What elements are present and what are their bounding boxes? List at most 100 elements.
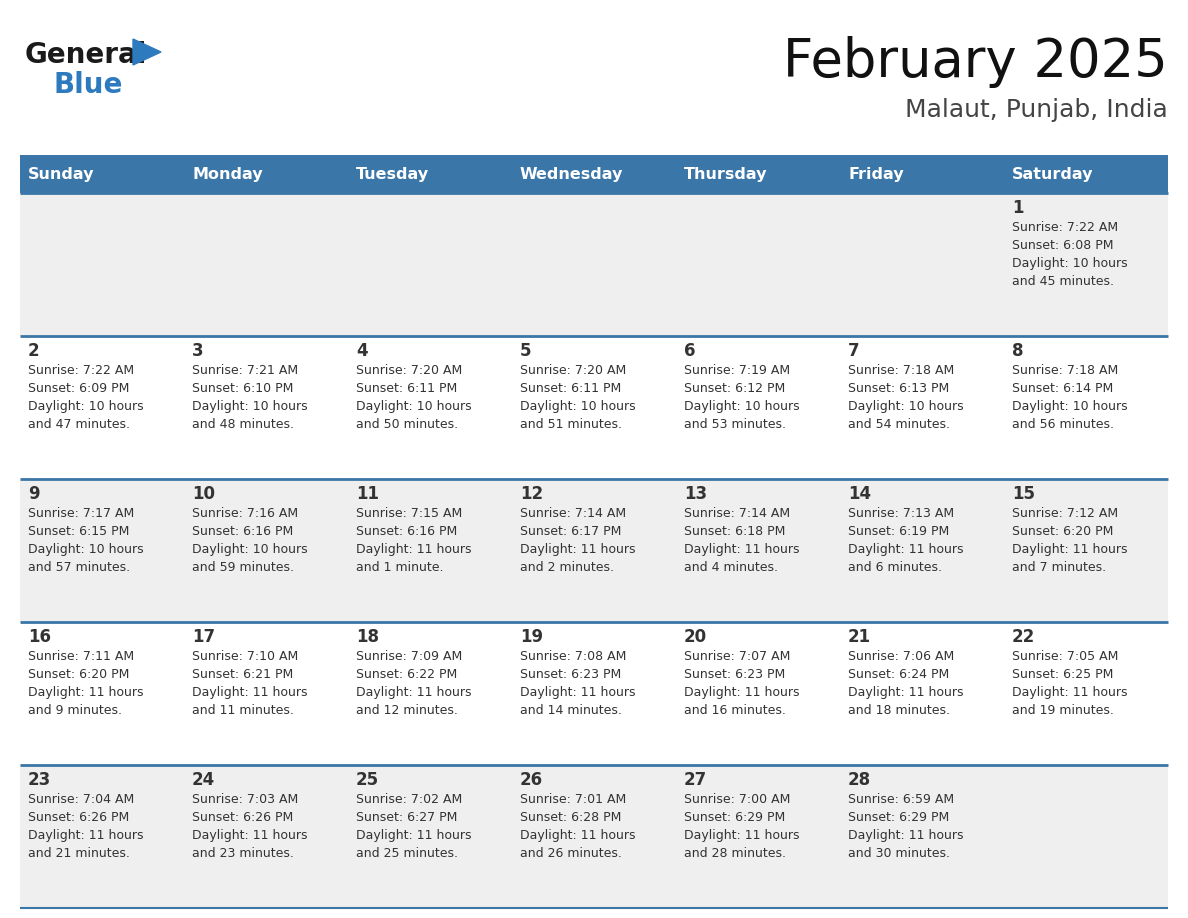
Text: Daylight: 11 hours: Daylight: 11 hours [520, 686, 636, 699]
Text: Malaut, Punjab, India: Malaut, Punjab, India [905, 98, 1168, 122]
Text: and 47 minutes.: and 47 minutes. [29, 418, 129, 431]
Text: Sunset: 6:26 PM: Sunset: 6:26 PM [29, 811, 129, 824]
Text: Sunrise: 7:14 AM: Sunrise: 7:14 AM [684, 507, 790, 520]
Text: Sunset: 6:21 PM: Sunset: 6:21 PM [192, 668, 293, 681]
Text: Saturday: Saturday [1012, 166, 1093, 182]
Text: and 1 minute.: and 1 minute. [356, 561, 443, 574]
Bar [184, 155, 348, 193]
Text: Sunrise: 7:07 AM: Sunrise: 7:07 AM [684, 650, 790, 663]
Text: and 28 minutes.: and 28 minutes. [684, 847, 786, 860]
Text: and 30 minutes.: and 30 minutes. [848, 847, 950, 860]
Text: Monday: Monday [192, 166, 263, 182]
Text: and 4 minutes.: and 4 minutes. [684, 561, 778, 574]
Text: Daylight: 10 hours: Daylight: 10 hours [192, 543, 308, 556]
Text: Sunset: 6:13 PM: Sunset: 6:13 PM [848, 382, 949, 395]
Text: and 7 minutes.: and 7 minutes. [1012, 561, 1106, 574]
Text: Sunset: 6:25 PM: Sunset: 6:25 PM [1012, 668, 1113, 681]
Text: and 11 minutes.: and 11 minutes. [192, 704, 293, 717]
Text: Sunrise: 7:01 AM: Sunrise: 7:01 AM [520, 793, 626, 806]
Bar [840, 155, 1004, 193]
Text: and 54 minutes.: and 54 minutes. [848, 418, 950, 431]
Text: Daylight: 11 hours: Daylight: 11 hours [1012, 543, 1127, 556]
Text: Daylight: 11 hours: Daylight: 11 hours [848, 686, 963, 699]
Text: and 12 minutes.: and 12 minutes. [356, 704, 457, 717]
Text: Thursday: Thursday [684, 166, 767, 182]
Text: and 23 minutes.: and 23 minutes. [192, 847, 293, 860]
Text: and 21 minutes.: and 21 minutes. [29, 847, 129, 860]
Text: 14: 14 [848, 485, 871, 503]
Bar [20, 765, 1168, 908]
Text: Sunrise: 7:03 AM: Sunrise: 7:03 AM [192, 793, 298, 806]
Text: Daylight: 11 hours: Daylight: 11 hours [684, 543, 800, 556]
Text: and 16 minutes.: and 16 minutes. [684, 704, 786, 717]
Text: Daylight: 11 hours: Daylight: 11 hours [356, 543, 472, 556]
Text: Sunrise: 7:05 AM: Sunrise: 7:05 AM [1012, 650, 1118, 663]
Text: and 6 minutes.: and 6 minutes. [848, 561, 942, 574]
Text: Sunset: 6:26 PM: Sunset: 6:26 PM [192, 811, 293, 824]
Bar [20, 336, 1168, 479]
Text: and 18 minutes.: and 18 minutes. [848, 704, 950, 717]
Text: Sunrise: 7:13 AM: Sunrise: 7:13 AM [848, 507, 954, 520]
Text: Daylight: 11 hours: Daylight: 11 hours [848, 829, 963, 842]
Text: Sunset: 6:23 PM: Sunset: 6:23 PM [684, 668, 785, 681]
Text: Daylight: 11 hours: Daylight: 11 hours [520, 543, 636, 556]
Text: 11: 11 [356, 485, 379, 503]
Text: Daylight: 11 hours: Daylight: 11 hours [192, 686, 308, 699]
Text: 20: 20 [684, 628, 707, 646]
Text: 6: 6 [684, 342, 695, 360]
Bar [1004, 155, 1168, 193]
Text: 17: 17 [192, 628, 215, 646]
Text: Sunset: 6:11 PM: Sunset: 6:11 PM [356, 382, 457, 395]
Text: Sunrise: 7:20 AM: Sunrise: 7:20 AM [356, 364, 462, 377]
Bar [20, 622, 1168, 765]
Text: and 19 minutes.: and 19 minutes. [1012, 704, 1114, 717]
Text: Daylight: 11 hours: Daylight: 11 hours [192, 829, 308, 842]
Text: 26: 26 [520, 771, 543, 789]
Text: Daylight: 11 hours: Daylight: 11 hours [29, 829, 144, 842]
Bar [348, 155, 512, 193]
Text: Wednesday: Wednesday [520, 166, 624, 182]
Bar [20, 479, 1168, 622]
Text: Sunrise: 7:15 AM: Sunrise: 7:15 AM [356, 507, 462, 520]
Text: Daylight: 10 hours: Daylight: 10 hours [29, 400, 144, 413]
Text: Daylight: 11 hours: Daylight: 11 hours [848, 543, 963, 556]
Text: and 59 minutes.: and 59 minutes. [192, 561, 293, 574]
Text: and 51 minutes.: and 51 minutes. [520, 418, 623, 431]
Text: 15: 15 [1012, 485, 1035, 503]
Text: Sunrise: 7:17 AM: Sunrise: 7:17 AM [29, 507, 134, 520]
Text: 5: 5 [520, 342, 531, 360]
Text: Daylight: 10 hours: Daylight: 10 hours [1012, 257, 1127, 270]
Text: Sunrise: 7:11 AM: Sunrise: 7:11 AM [29, 650, 134, 663]
Text: and 53 minutes.: and 53 minutes. [684, 418, 786, 431]
Text: Sunrise: 7:00 AM: Sunrise: 7:00 AM [684, 793, 790, 806]
Text: Sunrise: 7:12 AM: Sunrise: 7:12 AM [1012, 507, 1118, 520]
Text: Blue: Blue [53, 71, 122, 99]
Text: 25: 25 [356, 771, 379, 789]
Text: Daylight: 11 hours: Daylight: 11 hours [356, 686, 472, 699]
Text: Daylight: 10 hours: Daylight: 10 hours [192, 400, 308, 413]
Text: 13: 13 [684, 485, 707, 503]
Text: Sunset: 6:24 PM: Sunset: 6:24 PM [848, 668, 949, 681]
Text: Daylight: 10 hours: Daylight: 10 hours [848, 400, 963, 413]
Polygon shape [133, 39, 162, 65]
Text: 3: 3 [192, 342, 203, 360]
Text: 21: 21 [848, 628, 871, 646]
Text: 7: 7 [848, 342, 860, 360]
Text: Sunrise: 7:04 AM: Sunrise: 7:04 AM [29, 793, 134, 806]
Text: 9: 9 [29, 485, 39, 503]
Text: 23: 23 [29, 771, 51, 789]
Text: Sunrise: 7:14 AM: Sunrise: 7:14 AM [520, 507, 626, 520]
Text: Sunrise: 7:22 AM: Sunrise: 7:22 AM [1012, 221, 1118, 234]
Text: and 2 minutes.: and 2 minutes. [520, 561, 614, 574]
Text: Daylight: 11 hours: Daylight: 11 hours [684, 829, 800, 842]
Text: and 45 minutes.: and 45 minutes. [1012, 275, 1114, 288]
Text: Daylight: 11 hours: Daylight: 11 hours [520, 829, 636, 842]
Text: Sunset: 6:16 PM: Sunset: 6:16 PM [356, 525, 457, 538]
Text: Friday: Friday [848, 166, 904, 182]
Text: Daylight: 11 hours: Daylight: 11 hours [684, 686, 800, 699]
Text: Sunset: 6:29 PM: Sunset: 6:29 PM [848, 811, 949, 824]
Text: Daylight: 10 hours: Daylight: 10 hours [1012, 400, 1127, 413]
Text: 2: 2 [29, 342, 39, 360]
Text: 22: 22 [1012, 628, 1035, 646]
Text: Tuesday: Tuesday [356, 166, 429, 182]
